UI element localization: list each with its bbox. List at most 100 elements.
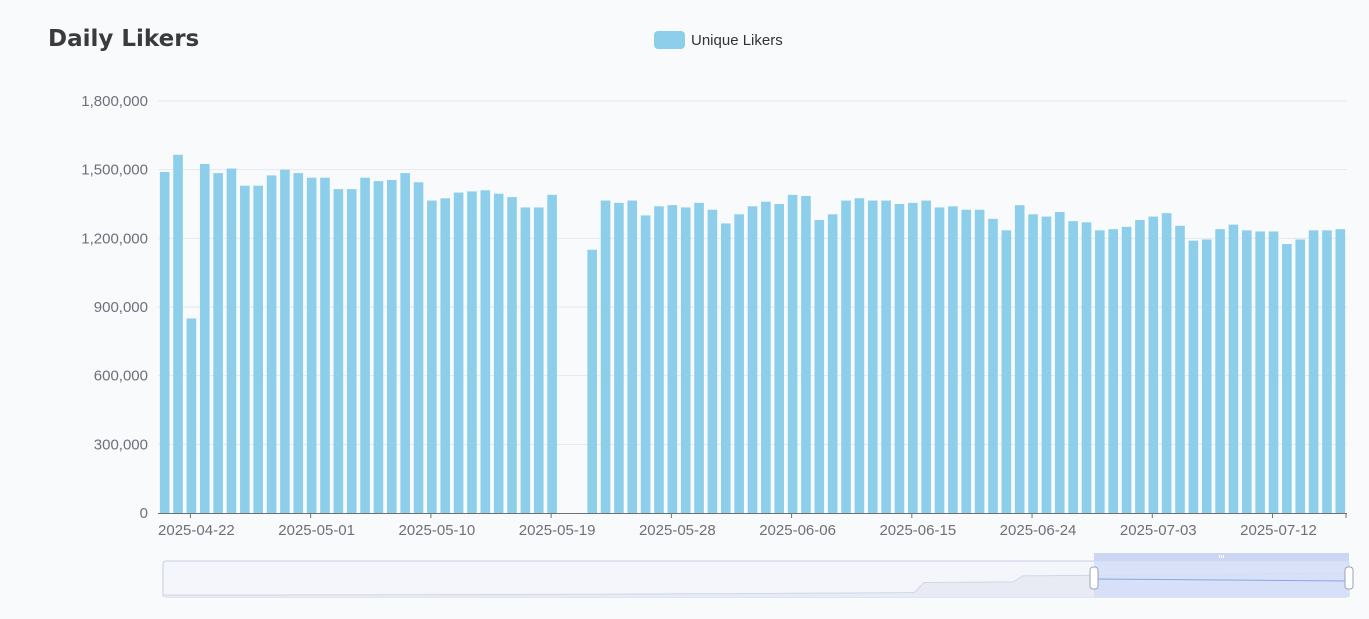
bar[interactable]: [306, 177, 317, 513]
bar[interactable]: [453, 192, 464, 514]
bar[interactable]: [480, 190, 491, 513]
bar[interactable]: [1228, 224, 1239, 513]
zoom-handle-left[interactable]: [1089, 566, 1099, 590]
bar[interactable]: [159, 171, 170, 513]
bar[interactable]: [881, 200, 891, 514]
bar[interactable]: [841, 200, 851, 514]
bar[interactable]: [1295, 239, 1306, 513]
bar[interactable]: [1175, 225, 1185, 513]
bar[interactable]: [360, 177, 370, 513]
bar[interactable]: [240, 185, 250, 513]
bar[interactable]: [213, 173, 223, 513]
bar[interactable]: [1255, 231, 1265, 513]
bar[interactable]: [600, 200, 611, 514]
bar[interactable]: [1335, 229, 1346, 513]
bar[interactable]: [1001, 230, 1012, 514]
bar[interactable]: [427, 200, 437, 514]
bar[interactable]: [226, 168, 237, 513]
y-tick-label: 1,200,000: [81, 230, 148, 247]
zoom-selected-line: [1094, 578, 1350, 582]
bar[interactable]: [1241, 230, 1252, 514]
bar[interactable]: [761, 201, 771, 513]
bar[interactable]: [787, 194, 798, 513]
bar[interactable]: [547, 194, 557, 513]
bar[interactable]: [667, 205, 678, 513]
x-tick-label: 2025-04-22: [158, 522, 235, 539]
legend-item-unique-likers[interactable]: Unique Likers: [654, 31, 783, 49]
x-tick-label: 2025-06-15: [879, 522, 956, 539]
bar[interactable]: [467, 191, 477, 513]
bar[interactable]: [1201, 239, 1212, 513]
bar[interactable]: [894, 204, 905, 513]
bar[interactable]: [1188, 240, 1199, 513]
bar[interactable]: [974, 209, 985, 513]
bar[interactable]: [734, 214, 744, 514]
bar[interactable]: [333, 189, 344, 513]
bar[interactable]: [1041, 216, 1052, 514]
bar[interactable]: [320, 177, 330, 513]
bar[interactable]: [867, 200, 878, 514]
bar[interactable]: [493, 193, 504, 513]
x-tick-label: 2025-07-03: [1120, 522, 1197, 539]
bar[interactable]: [266, 175, 277, 513]
x-tick-label: 2025-05-19: [519, 522, 596, 539]
bar[interactable]: [1068, 221, 1078, 513]
bar[interactable]: [827, 214, 838, 514]
bar[interactable]: [346, 189, 357, 513]
bar[interactable]: [747, 206, 758, 514]
bar[interactable]: [1028, 214, 1038, 514]
bar[interactable]: [627, 200, 638, 514]
bar[interactable]: [280, 169, 290, 513]
bar[interactable]: [720, 223, 731, 513]
bar[interactable]: [1308, 230, 1319, 514]
bar[interactable]: [934, 207, 945, 513]
zoom-handle-right[interactable]: [1344, 566, 1354, 590]
bar[interactable]: [1322, 230, 1332, 514]
bar[interactable]: [173, 154, 183, 514]
y-tick-label: 300,000: [94, 436, 148, 453]
bar[interactable]: [814, 220, 825, 513]
bar[interactable]: [373, 181, 384, 513]
data-zoom-slider: [162, 553, 1354, 598]
bar[interactable]: [680, 207, 691, 513]
bar[interactable]: [1135, 220, 1145, 513]
bar[interactable]: [1121, 226, 1132, 513]
bar[interactable]: [988, 218, 998, 513]
bar[interactable]: [694, 202, 704, 513]
bar[interactable]: [854, 198, 865, 513]
bar[interactable]: [1268, 231, 1279, 513]
bar[interactable]: [386, 179, 397, 513]
bar[interactable]: [1282, 244, 1292, 514]
bar[interactable]: [440, 198, 451, 513]
bar[interactable]: [533, 207, 544, 513]
bar[interactable]: [707, 209, 718, 513]
bar[interactable]: [400, 173, 410, 513]
bar[interactable]: [507, 197, 517, 513]
bar[interactable]: [961, 209, 972, 513]
bar[interactable]: [774, 204, 785, 513]
bar[interactable]: [801, 195, 811, 513]
bar[interactable]: [908, 202, 918, 513]
y-tick-label: 1,500,000: [81, 162, 148, 179]
bar[interactable]: [921, 200, 931, 514]
bar[interactable]: [520, 207, 531, 513]
bar[interactable]: [186, 318, 197, 513]
bar[interactable]: [1148, 216, 1159, 514]
bar[interactable]: [1108, 229, 1119, 513]
bar[interactable]: [614, 202, 624, 513]
bar[interactable]: [654, 206, 664, 514]
bar[interactable]: [1095, 230, 1105, 514]
bar[interactable]: [587, 249, 597, 513]
bar[interactable]: [948, 206, 958, 514]
bar[interactable]: [1054, 212, 1065, 513]
bar[interactable]: [293, 173, 304, 513]
bar[interactable]: [199, 163, 210, 513]
bar[interactable]: [253, 185, 264, 513]
bar[interactable]: [1161, 213, 1172, 513]
bar[interactable]: [640, 215, 651, 513]
bar[interactable]: [1081, 222, 1092, 514]
bar[interactable]: [413, 182, 424, 513]
zoom-grip-mark: [1221, 555, 1223, 558]
bar[interactable]: [1014, 205, 1025, 513]
bar[interactable]: [1215, 229, 1225, 513]
